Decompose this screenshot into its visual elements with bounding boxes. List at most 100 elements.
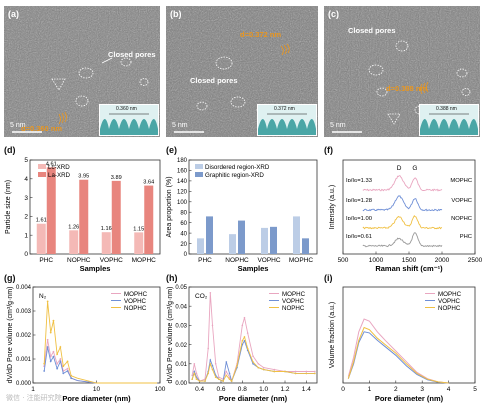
data-point xyxy=(62,372,65,375)
y-axis-label: Intensity (a.u.) xyxy=(329,185,336,229)
series-line xyxy=(191,335,315,382)
data-point xyxy=(49,355,52,358)
series-line xyxy=(191,292,315,383)
x-tick-label: 0 xyxy=(341,386,345,393)
x-tick-label: 3 xyxy=(420,386,424,393)
data-point xyxy=(211,324,214,327)
data-point xyxy=(193,370,196,373)
x-tick-label: NOPHC xyxy=(225,257,249,264)
plot-frame xyxy=(342,286,476,384)
scale-bar-label: 5 nm xyxy=(10,122,26,129)
x-tick-label: 2000 xyxy=(435,257,450,264)
y-tick-label: 0.003 xyxy=(16,309,32,315)
data-label: 3.95 xyxy=(78,174,89,180)
bar xyxy=(293,216,300,254)
data-point xyxy=(314,372,316,375)
x-tick-label: 0.6 xyxy=(216,386,225,393)
bar xyxy=(206,216,213,254)
data-point xyxy=(46,338,49,341)
bar xyxy=(197,238,204,254)
x-axis-label: Pore diameter (nm) xyxy=(62,394,131,403)
data-point xyxy=(59,360,62,363)
legend-label: NOPHC xyxy=(438,305,461,312)
x-tick-label: 2 xyxy=(394,386,398,393)
data-point xyxy=(214,376,217,379)
peak-label-d: D xyxy=(397,165,402,172)
data-point xyxy=(230,380,233,382)
y-tick-label: 0.00 xyxy=(175,381,187,387)
x-tick-label: VOPHC xyxy=(100,257,123,264)
data-point xyxy=(52,319,55,322)
data-point xyxy=(257,363,260,365)
data-point xyxy=(218,376,220,379)
legend-label: Lc-XRD xyxy=(48,164,70,171)
data-point xyxy=(191,374,193,377)
plot-frame xyxy=(29,159,161,255)
legend-swatch xyxy=(38,164,46,169)
legend-swatch xyxy=(38,172,46,177)
y-tick-label: 5 xyxy=(24,157,28,164)
x-axis-label: Pore diameter (nm) xyxy=(375,394,444,403)
scale-bar-label: 5 nm xyxy=(330,122,346,129)
data-point xyxy=(252,355,254,357)
y-tick-label: 0.04 xyxy=(175,304,187,310)
plot-frame xyxy=(188,159,318,255)
data-point xyxy=(46,346,49,348)
y-tick-label: 0.000 xyxy=(16,381,32,387)
y-tick-label: 0.004 xyxy=(16,285,32,291)
bar xyxy=(101,232,111,254)
legend-label: La-XRD xyxy=(48,172,71,179)
legend-label: VOPHC xyxy=(282,298,305,305)
watermark: 微信 · 注能研究院 xyxy=(6,394,62,402)
data-point xyxy=(314,370,316,373)
series-label: NOPHC xyxy=(451,216,472,222)
bar xyxy=(79,179,89,254)
data-point xyxy=(43,370,46,372)
gas-label: N₂ xyxy=(39,293,47,300)
series-line xyxy=(191,339,315,383)
data-label: 3.89 xyxy=(111,175,122,181)
data-point xyxy=(66,367,69,370)
x-tick-label: MOPHC xyxy=(289,257,314,264)
spectrum-line xyxy=(362,175,443,192)
x-tick-label: VOPHC xyxy=(257,257,280,264)
series-label: VOPHC xyxy=(451,198,472,204)
series-label: MOPHC xyxy=(450,178,472,184)
data-point xyxy=(243,336,246,338)
bar xyxy=(229,234,236,254)
series-line xyxy=(347,326,449,384)
spectrum-line xyxy=(362,195,443,212)
plot-frame xyxy=(188,286,318,384)
data-point xyxy=(59,358,62,360)
data-point xyxy=(66,370,69,372)
legend-label: MOPHC xyxy=(282,291,306,298)
data-point xyxy=(241,324,244,327)
x-axis-label: Pore diameter (nm) xyxy=(219,394,288,403)
data-point xyxy=(214,363,217,365)
closed-pores-label: Closed pores xyxy=(348,26,396,35)
y-tick-label: 0.01 xyxy=(175,362,187,368)
y-tick-label: 40 xyxy=(180,231,187,237)
x-tick-label: NOPHC xyxy=(67,257,91,264)
x-tick-label: 1.4 xyxy=(302,386,311,393)
data-point xyxy=(49,360,52,363)
tem-image-a: (a) Closed pores d=0.360 nm 5 nm 0.360 n… xyxy=(4,6,160,137)
bar xyxy=(36,223,46,254)
data-point xyxy=(195,378,198,380)
closed-pores-label: Closed pores xyxy=(190,76,238,85)
series-label: PHC xyxy=(460,234,472,240)
y-tick-label: 0.02 xyxy=(175,343,187,349)
series-line xyxy=(43,301,158,384)
x-tick-label: 1000 xyxy=(369,257,384,264)
y-tick-label: 120 xyxy=(177,190,188,196)
data-label: 3.64 xyxy=(143,180,154,186)
data-label: 4.61 xyxy=(46,161,57,167)
data-point xyxy=(209,363,212,365)
panel-label-g: (g) xyxy=(4,273,16,283)
legend-label: NOPHC xyxy=(282,305,305,312)
data-point xyxy=(211,364,214,367)
panel-label-f: (f) xyxy=(324,145,333,155)
data-point xyxy=(56,362,59,365)
x-tick-label: 500 xyxy=(338,257,349,264)
